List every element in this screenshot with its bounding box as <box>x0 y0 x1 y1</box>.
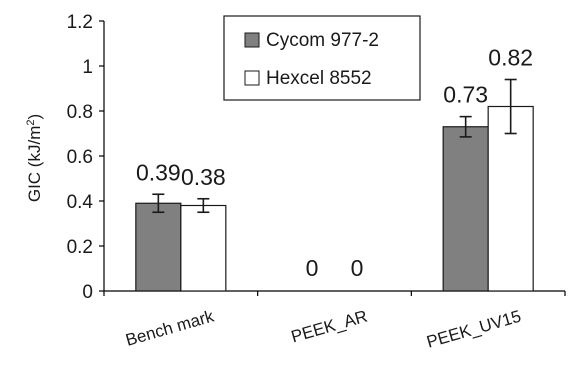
error-bars <box>152 78 517 214</box>
bar <box>180 204 227 292</box>
data-label: 0.38 <box>181 164 226 190</box>
data-labels: 0.39 0.38 0 0 0.730.82 <box>136 45 533 282</box>
data-label: 0.39 <box>136 159 181 185</box>
y-tick-label: 0.4 <box>67 192 94 213</box>
data-label: 0.73 <box>443 82 488 108</box>
data-label: 0 <box>351 255 364 281</box>
x-axis-ticks <box>103 291 566 296</box>
y-axis-ticks: 0 0.2 0.4 0.6 0.8 1 1.2 <box>67 12 104 303</box>
legend: Cycom 977-2 Hexcel 8552 <box>223 15 421 101</box>
bar <box>135 202 182 292</box>
data-label: 0 <box>306 255 319 281</box>
legend-label-cycom: Cycom 977-2 <box>266 30 379 51</box>
category-labels: Bench mark PEEK_AR PEEK_UV15 <box>124 306 524 351</box>
y-axis-label-main: GIC (kJ/m <box>25 126 44 203</box>
y-tick-label: 0 <box>82 282 93 303</box>
category-label: PEEK_AR <box>289 307 370 347</box>
legend-swatch-cycom <box>244 32 260 48</box>
category-label: Bench mark <box>124 306 217 349</box>
y-tick-label: 0.2 <box>67 237 93 258</box>
y-tick-label: 0.8 <box>67 102 93 123</box>
legend-label-hexcel: Hexcel 8552 <box>266 68 372 89</box>
legend-box <box>223 15 421 101</box>
y-tick-label: 0.6 <box>67 147 93 168</box>
bars <box>135 105 534 292</box>
y-axis-label-sup: 2 <box>25 120 37 126</box>
y-tick-label: 1 <box>82 57 93 78</box>
y-axis-label-tail: ) <box>25 114 44 120</box>
legend-swatch-hexcel <box>244 70 260 86</box>
data-label: 0.82 <box>488 45 533 71</box>
y-tick-label: 1.2 <box>67 12 93 33</box>
bar <box>442 126 489 292</box>
y-axis-label: GIC (kJ/m2) <box>25 114 44 202</box>
category-label: PEEK_UV15 <box>424 307 523 352</box>
bar <box>487 105 534 292</box>
